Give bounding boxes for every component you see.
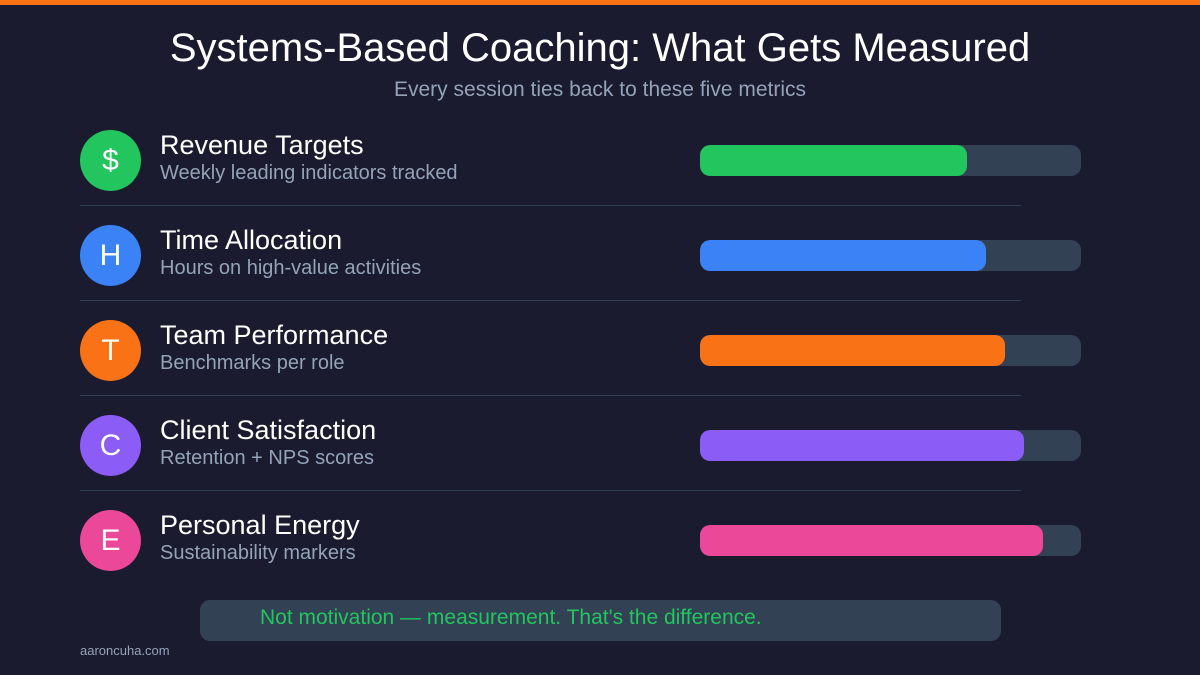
progress-fill [700, 430, 1024, 461]
progress-track [700, 525, 1081, 556]
top-accent-bar [0, 0, 1200, 5]
progress-track [700, 430, 1081, 461]
progress-fill [700, 335, 1005, 366]
callout-box: Not motivation — measurement. That's the… [200, 600, 1001, 641]
metric-description: Benchmarks per role [160, 352, 345, 374]
metric-row: $ Revenue Targets Weekly leading indicator… [80, 130, 1101, 240]
row-divider [80, 205, 1021, 206]
metric-label: Revenue Targets [160, 130, 364, 160]
metric-row: H Time Allocation Hours on high-value acti… [80, 225, 1101, 335]
metric-label: Client Satisfaction [160, 415, 377, 445]
letter-h-icon: H [80, 225, 141, 286]
metric-label: Time Allocation [160, 225, 343, 255]
callout-text: Not motivation — measurement. That's the… [260, 606, 762, 629]
metric-description: Hours on high-value activities [160, 257, 422, 279]
page-subtitle: Every session ties back to these five me… [394, 78, 806, 101]
metric-description: Retention + NPS scores [160, 447, 374, 469]
letter-e-icon: E [80, 510, 141, 571]
row-divider [80, 490, 1021, 491]
page-title: Systems-Based Coaching: What Gets Measur… [169, 26, 1031, 70]
letter-c-icon: C [80, 415, 141, 476]
metric-label: Team Performance [160, 320, 389, 350]
progress-track [700, 145, 1081, 176]
row-divider [80, 395, 1021, 396]
metric-row: T Team Performance Benchmarks per role [80, 320, 1101, 430]
metric-description: Sustainability markers [160, 542, 356, 564]
footer-site: aaroncuha.com [80, 643, 170, 658]
metric-row: C Client Satisfaction Retention + NPS scor… [80, 415, 1101, 525]
progress-track [700, 240, 1081, 271]
metric-description: Weekly leading indicators tracked [160, 162, 458, 184]
metric-label: Personal Energy [160, 510, 360, 540]
progress-track [700, 335, 1081, 366]
dollar-icon: $ [80, 130, 141, 191]
letter-t-icon: T [80, 320, 141, 381]
row-divider [80, 300, 1021, 301]
metric-row: E Personal Energy Sustainability markers [80, 510, 1101, 620]
progress-fill [700, 240, 986, 271]
progress-fill [700, 525, 1043, 556]
progress-fill [700, 145, 967, 176]
